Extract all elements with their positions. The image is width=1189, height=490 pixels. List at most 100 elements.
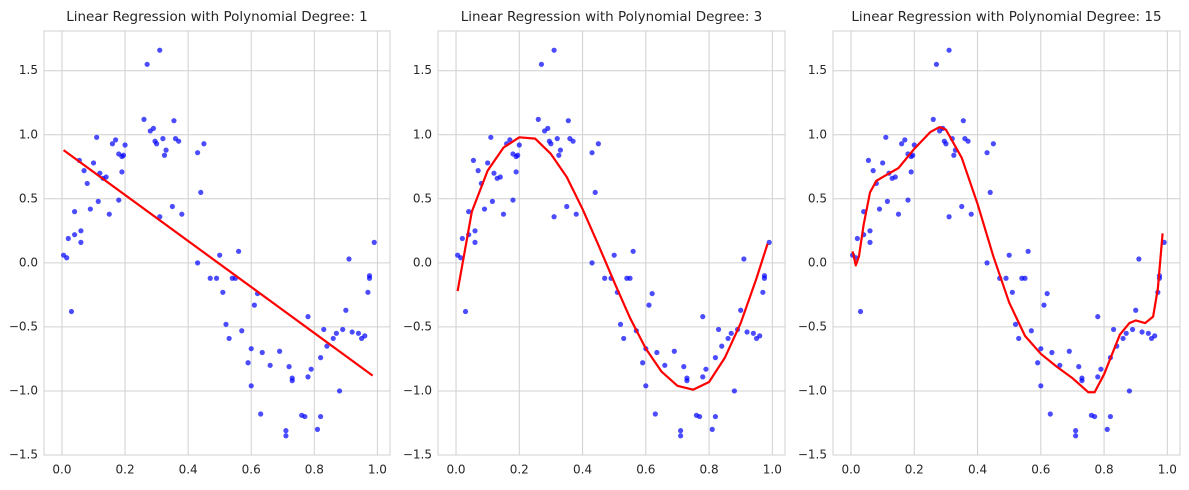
data-point [305, 374, 311, 380]
fit-line [62, 149, 374, 377]
data-point [1095, 314, 1101, 320]
data-point [554, 136, 560, 142]
data-point [516, 142, 522, 148]
data-point [462, 308, 469, 315]
data-point [556, 152, 562, 158]
data-point [965, 138, 971, 144]
y-tick-label: 1.5 [413, 63, 432, 77]
data-point [712, 413, 719, 420]
data-point [459, 235, 465, 242]
y-tick-label: −1.5 [9, 448, 38, 462]
y-tick-label: −0.5 [798, 319, 827, 333]
data-point [1120, 335, 1126, 342]
data-point [646, 302, 652, 308]
data-point [1073, 433, 1079, 439]
data-point [488, 134, 494, 140]
data-point [766, 239, 772, 245]
x-tick-label: 0.0 [841, 463, 860, 477]
x-tick-label: 1.0 [368, 463, 387, 477]
data-point [289, 378, 295, 384]
data-point [595, 141, 601, 147]
y-tick-label: 1.5 [808, 63, 827, 77]
data-point [343, 307, 349, 313]
data-point [64, 255, 70, 261]
data-point [500, 211, 507, 217]
data-point [1041, 302, 1047, 308]
data-point [738, 307, 744, 313]
data-point [652, 411, 658, 417]
x-tick-label: 0.8 [305, 463, 324, 477]
data-point [968, 211, 974, 217]
data-point [458, 255, 464, 261]
data-point [78, 228, 84, 234]
data-point [95, 198, 101, 204]
data-point [731, 388, 737, 394]
data-point [122, 142, 128, 148]
data-point [876, 206, 883, 212]
data-point [65, 235, 71, 242]
data-point [1025, 248, 1031, 254]
data-point [1049, 349, 1055, 356]
data-point [355, 330, 362, 336]
data-point [207, 275, 213, 281]
data-point [71, 209, 78, 215]
data-point [277, 348, 283, 354]
data-point [160, 136, 166, 142]
x-tick-label: 0.0 [446, 463, 465, 477]
y-tick-label: −1.0 [9, 383, 38, 397]
data-point [867, 239, 873, 245]
data-point [1009, 289, 1015, 295]
data-point [251, 302, 257, 308]
data-point [1044, 290, 1050, 297]
data-point [1003, 275, 1009, 281]
y-tick-label: −0.5 [9, 319, 38, 333]
x-tick-label: 0.2 [510, 463, 529, 477]
data-point [538, 61, 545, 67]
data-point [179, 211, 185, 217]
data-point [349, 329, 355, 335]
data-point [627, 275, 633, 281]
x-tick-label: 0.8 [700, 463, 719, 477]
data-point [592, 189, 598, 196]
data-point [1098, 366, 1104, 372]
data-point [259, 349, 265, 356]
data-point [640, 360, 646, 366]
x-tick-label: 0.2 [116, 463, 135, 477]
data-point [346, 256, 352, 262]
data-point [589, 150, 595, 156]
subplot: −1.5 −1.0 −0.5 0.0 0.5 1.0 1.5 0.0 0.2 0.4 0.6 0.8 1… [798, 9, 1181, 477]
data-point [333, 330, 339, 336]
data-point [1145, 330, 1151, 336]
data-point [1091, 413, 1098, 420]
x-tick-label: 0.6 [636, 463, 655, 477]
data-point [535, 116, 541, 122]
data-point [700, 374, 706, 380]
data-point [497, 174, 503, 180]
x-tick-label: 0.6 [1031, 463, 1050, 477]
data-point [106, 211, 112, 217]
fit-line [456, 136, 769, 391]
data-point [366, 275, 373, 281]
data-point [617, 321, 624, 327]
subplot: −1.5 −1.0 −0.5 0.0 0.5 1.0 1.5 0.0 0.2 0.4 0.6 0.8 1… [9, 9, 391, 477]
data-point [198, 189, 204, 196]
data-point [671, 348, 677, 354]
data-point [946, 47, 952, 53]
data-point [169, 203, 175, 210]
data-point [1022, 275, 1028, 281]
data-point [161, 152, 168, 158]
data-point [854, 235, 860, 242]
data-point [902, 137, 908, 143]
data-point [267, 362, 273, 368]
data-point [314, 426, 321, 432]
data-point [236, 248, 242, 254]
data-point [226, 335, 232, 342]
data-point [321, 326, 327, 333]
y-tick-label: 0.0 [19, 255, 38, 269]
data-point [507, 137, 513, 143]
x-tick-label: 0.8 [1095, 463, 1114, 477]
data-point [153, 141, 160, 147]
x-tick-label: 1.0 [1158, 463, 1177, 477]
data-point [116, 197, 122, 203]
data-point [984, 260, 990, 266]
